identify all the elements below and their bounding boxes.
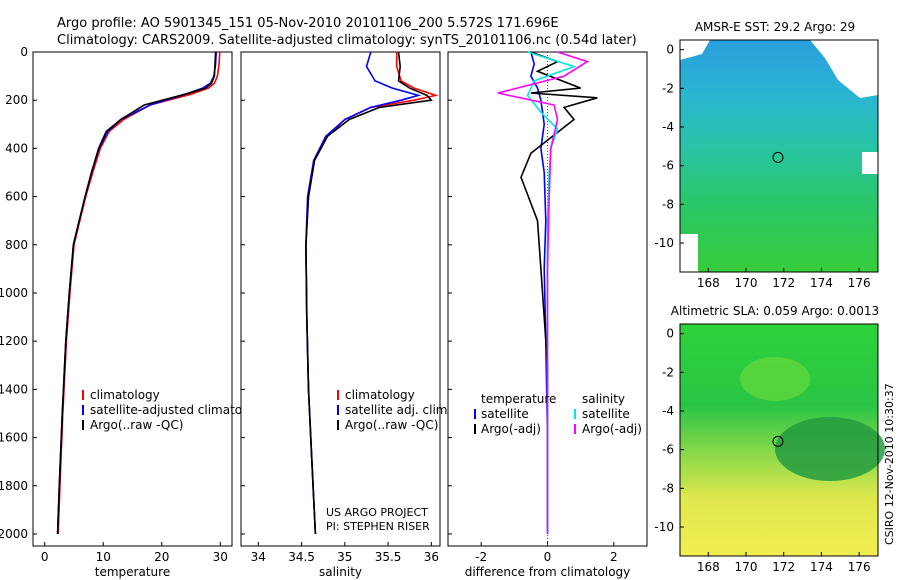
x-tick-label: 35.5 [375, 550, 402, 564]
series-line [305, 51, 433, 535]
y-tick-label: -4 [662, 404, 674, 418]
x-tick-label: 172 [772, 276, 795, 290]
series-line [497, 51, 590, 534]
credit-text: CSIRO 12-Nov-2010 10:30:37 [883, 383, 896, 545]
x-tick-label: -2 [475, 550, 487, 564]
x-tick-label: 30 [213, 550, 228, 564]
x-tick-label: 170 [735, 560, 758, 574]
x-tick-label: 0 [544, 550, 552, 564]
land-mask [810, 40, 878, 98]
x-axis-label: temperature [95, 565, 170, 579]
y-tick-label: -8 [662, 481, 674, 495]
legend-label: satellite [481, 407, 529, 421]
legend-label: climatology [345, 388, 415, 402]
y-tick-label: -10 [654, 520, 674, 534]
x-tick-label: 35 [337, 550, 352, 564]
y-tick-label: 1000 [0, 286, 28, 300]
legend-label: Argo(-adj) [481, 422, 541, 436]
y-tick-label: 1600 [0, 431, 28, 445]
x-tick-label: 10 [96, 550, 111, 564]
figure-title-line1: Argo profile: AO 5901345_151 05-Nov-2010… [57, 16, 559, 31]
land-mask [680, 40, 710, 60]
y-tick-label: 200 [5, 93, 28, 107]
map-frame [679, 39, 879, 273]
y-tick-label: -10 [654, 236, 674, 250]
y-tick-label: 0 [666, 43, 674, 57]
salinity-profile: 34 34.5 35 35.5 36 salinity climatologysatelli… [240, 51, 451, 579]
x-axis-label: difference from climatology [465, 565, 631, 579]
land-mask [862, 152, 878, 174]
x-tick-label: 20 [154, 550, 169, 564]
x-tick-label: 174 [810, 560, 833, 574]
y-tick-label: -4 [662, 120, 674, 134]
x-tick-label: 34 [251, 550, 266, 564]
y-tick-label: -2 [662, 365, 674, 379]
legend-label: salinity [582, 392, 625, 406]
y-tick-label: -8 [662, 197, 674, 211]
y-tick-label: -6 [662, 159, 674, 173]
figure-title-line2: Climatology: CARS2009. Satellite-adjuste… [57, 33, 637, 48]
argo-location-marker [772, 151, 784, 163]
land-mask [680, 234, 698, 272]
sla-map: Altimetric SLA: 0.059 Argo: 0.0013 168 170… [654, 304, 885, 574]
y-tick-label: 600 [5, 190, 28, 204]
legend-label: temperature [481, 392, 556, 406]
argo-location-marker [772, 435, 784, 447]
y-tick-label: 1400 [0, 382, 28, 396]
x-tick-label: 168 [697, 560, 720, 574]
series-line [520, 51, 598, 534]
plot-frame [240, 51, 441, 547]
x-tick-label: 168 [697, 276, 720, 290]
legend-label: Argo(-adj) [582, 422, 642, 436]
x-tick-label: 172 [772, 560, 795, 574]
x-tick-label: 36 [424, 550, 439, 564]
legend-label: Argo(..raw -QC) [90, 418, 183, 432]
y-tick-label: 800 [5, 238, 28, 252]
sst-map: AMSR-E SST: 29.2 Argo: 29 168 170 172 174 176… [654, 20, 879, 290]
map-frame [679, 323, 879, 557]
x-axis-label: salinity [319, 565, 362, 579]
x-tick-label: 2 [610, 550, 618, 564]
legend-label: climatology [90, 388, 160, 402]
y-tick-label: -6 [662, 443, 674, 457]
y-tick-label: 1800 [0, 479, 28, 493]
map-title: AMSR-E SST: 29.2 Argo: 29 [695, 20, 855, 34]
y-tick-label: 2000 [0, 527, 28, 541]
annotation-text: US ARGO PROJECT [326, 506, 428, 519]
map-title: Altimetric SLA: 0.059 Argo: 0.0013 [671, 304, 879, 318]
legend-label: Argo(..raw -QC) [345, 418, 438, 432]
x-tick-label: 174 [810, 276, 833, 290]
legend-label: satellite [582, 407, 630, 421]
x-tick-label: 34.5 [288, 550, 315, 564]
y-tick-label: 0 [20, 45, 28, 59]
legend-label: satellite-adjusted climatology [90, 403, 268, 417]
x-tick-label: 176 [848, 276, 871, 290]
temperature-profile: 0 200 400 600 800 1000 1200 1400 1600 1800 2000 0 10… [0, 45, 268, 579]
sla-patch [740, 357, 810, 401]
annotation-text: PI: STEPHEN RISER [326, 520, 430, 533]
legend-label: satellite adj. clim. [345, 403, 451, 417]
x-tick-label: 176 [848, 560, 871, 574]
map-panels: AMSR-E SST: 29.2 Argo: 29 168 170 172 174 176… [654, 20, 885, 574]
y-tick-label: 400 [5, 141, 28, 155]
y-tick-label: 1200 [0, 334, 28, 348]
y-tick-label: 0 [666, 327, 674, 341]
x-tick-label: 0 [41, 550, 49, 564]
plot-frame [32, 51, 233, 547]
series-line [56, 51, 217, 535]
sla-low-patch [775, 417, 885, 481]
y-tick-label: -2 [662, 81, 674, 95]
x-tick-label: 170 [735, 276, 758, 290]
